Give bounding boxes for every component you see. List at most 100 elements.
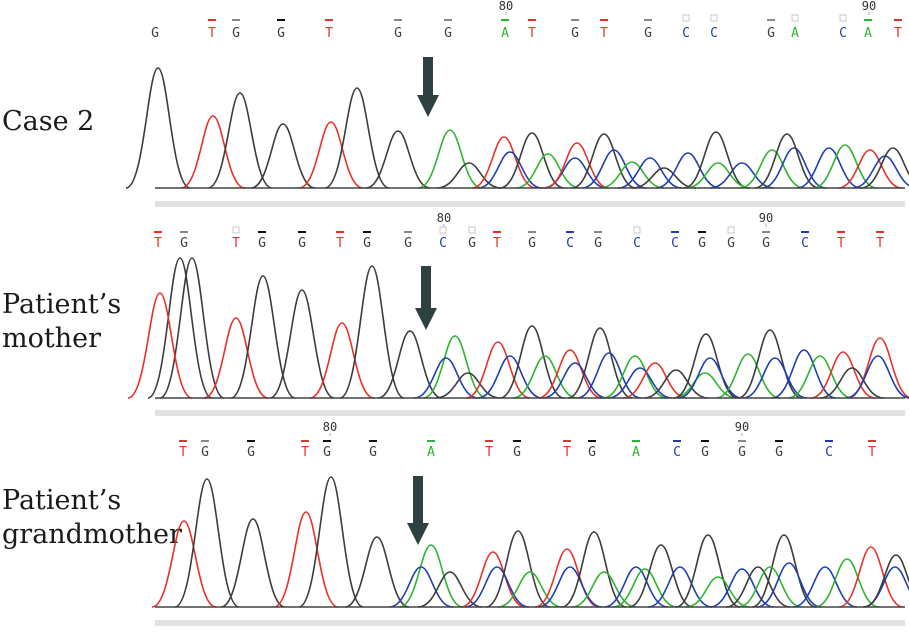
trace-peak-G <box>683 131 749 189</box>
trace-peak-G <box>125 67 191 189</box>
quality-bar <box>588 440 596 442</box>
base-call-C: C <box>825 445 833 460</box>
base-call-G: G <box>594 236 602 251</box>
trace-peak-G <box>754 133 820 189</box>
trace-peak-A <box>398 544 464 608</box>
quality-bar <box>325 19 333 21</box>
trace-peak-A <box>571 571 637 608</box>
base-call-C: C <box>682 26 690 41</box>
trace-peak-G <box>628 544 694 608</box>
base-call-T: T <box>894 26 902 41</box>
quality-bar <box>563 440 571 442</box>
quality-bar <box>501 19 509 21</box>
trace-peak-G <box>561 531 627 608</box>
base-call-G: G <box>727 236 735 251</box>
base-call-G: G <box>513 445 521 460</box>
base-call-T: T <box>485 445 493 460</box>
trace-peak-C <box>655 152 721 189</box>
trace-peak-C <box>761 147 827 189</box>
quality-bar <box>837 231 845 233</box>
base-call-T: T <box>336 236 344 251</box>
trace-peak-A <box>599 161 665 189</box>
trace-peak-G <box>207 92 273 189</box>
base-call-C: C <box>566 236 574 251</box>
trace-peak-G <box>174 478 240 608</box>
base-call-T: T <box>493 236 501 251</box>
quality-bar <box>762 231 770 233</box>
base-call-T: T <box>868 445 876 460</box>
base-call-G: G <box>363 236 371 251</box>
trace-peak-A <box>672 372 738 399</box>
quality-bar <box>513 440 521 442</box>
trace-peak-G <box>571 133 637 189</box>
trace-peak-T <box>309 322 375 399</box>
quality-bar <box>493 231 501 233</box>
trace-peak-G <box>860 147 909 189</box>
position-label: 80 <box>499 0 513 13</box>
trace-peak-G <box>725 566 791 608</box>
quality-bar <box>894 19 902 21</box>
trace-peak-C <box>607 367 673 399</box>
quality-bar <box>369 440 377 442</box>
base-call-G: G <box>571 26 579 41</box>
trace-peak-T <box>838 546 904 608</box>
trace-peak-G <box>737 329 803 399</box>
trace-peak-C <box>576 352 642 399</box>
base-call-G: G <box>151 26 159 41</box>
trace-peak-C <box>542 362 608 399</box>
trace-peak-T <box>460 551 526 608</box>
base-call-G: G <box>394 26 402 41</box>
quality-box <box>439 226 447 234</box>
quality-bar <box>363 231 371 233</box>
trace-peak-C <box>537 566 603 608</box>
trace-peak-A <box>515 153 581 189</box>
quality-bar <box>571 19 579 21</box>
panel-label-mother: Patient’s mother <box>2 289 122 354</box>
base-call-T: T <box>837 236 845 251</box>
position-label: 90 <box>862 0 876 13</box>
trace-peak-T <box>837 149 903 189</box>
quality-bar <box>258 231 266 233</box>
base-call-C: C <box>839 26 847 41</box>
base-call-G: G <box>444 26 452 41</box>
base-call-C: C <box>633 236 641 251</box>
base-call-T: T <box>563 445 571 460</box>
scroll-band <box>155 620 905 626</box>
trace-peak-G <box>435 372 501 399</box>
quality-bar <box>301 440 309 442</box>
quality-bar <box>336 231 344 233</box>
trace-peak-A <box>814 558 880 608</box>
trace-peak-G <box>339 265 405 399</box>
quality-bar <box>600 19 608 21</box>
trace-peak-C <box>756 562 822 608</box>
base-call-G: G <box>404 236 412 251</box>
trace-peak-T <box>465 341 531 399</box>
base-call-G: G <box>767 26 775 41</box>
base-call-A: A <box>864 26 872 41</box>
quality-bar <box>427 440 435 442</box>
base-call-A: A <box>791 26 799 41</box>
base-call-A: A <box>427 445 435 460</box>
trace-peak-G <box>230 275 296 399</box>
base-call-G: G <box>528 236 536 251</box>
trace-peak-A <box>715 353 781 399</box>
quality-bar <box>528 19 536 21</box>
base-call-G: G <box>588 445 596 460</box>
base-call-G: G <box>644 26 652 41</box>
scroll-band <box>155 201 905 207</box>
trace-peak-C <box>771 349 837 399</box>
trace-peak-A <box>512 355 578 399</box>
trace-peak-T <box>127 292 193 399</box>
quality-bar <box>394 19 402 21</box>
quality-bar <box>775 440 783 442</box>
base-call-G: G <box>468 236 476 251</box>
base-call-G: G <box>701 445 709 460</box>
base-call-T: T <box>528 26 536 41</box>
base-call-G: G <box>738 445 746 460</box>
trace-peak-A <box>497 571 563 608</box>
trace-peak-T <box>810 351 876 399</box>
quality-bar <box>671 231 679 233</box>
quality-box <box>727 226 735 234</box>
trace-peak-C <box>742 357 808 399</box>
